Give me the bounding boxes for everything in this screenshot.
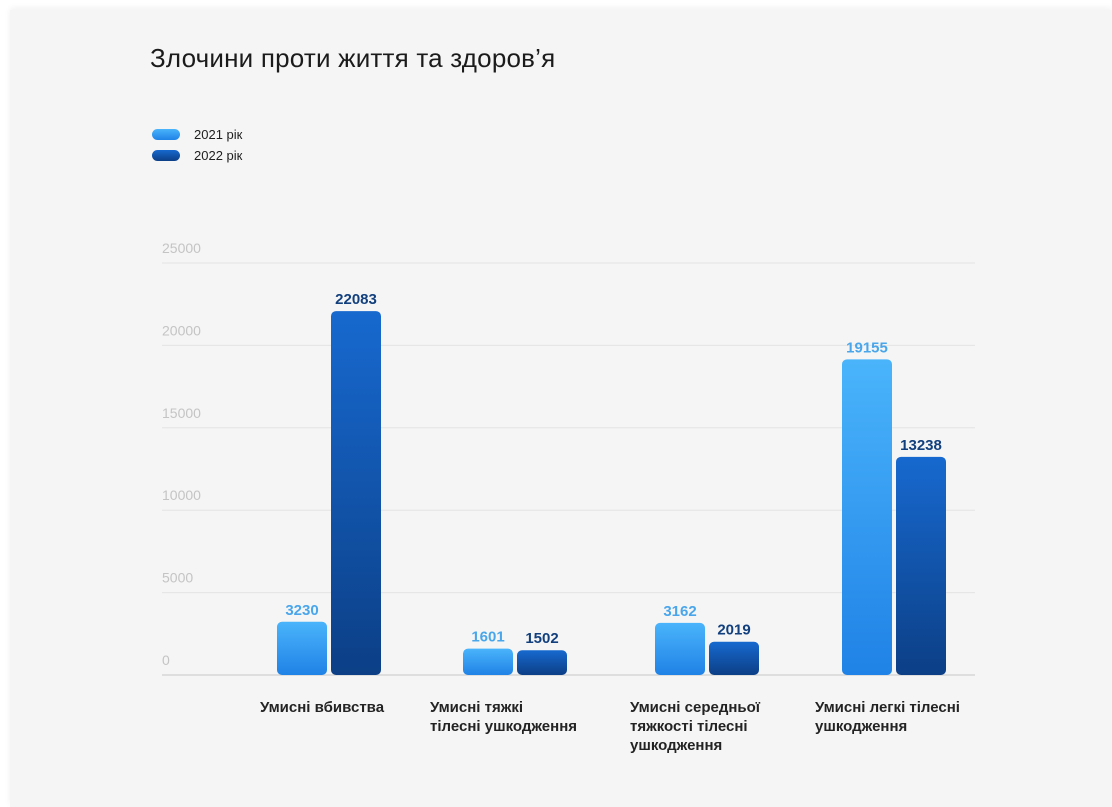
y-tick-label: 20000: [162, 322, 201, 338]
y-tick-label: 5000: [162, 570, 193, 586]
category-label-line: Умисні середньої: [630, 699, 761, 716]
category-label: Умисні середньої тяжкості тілесні ушкоджен…: [630, 698, 805, 755]
chart-title: Злочини проти життя та здоров’я: [150, 43, 556, 73]
category-label-line: ушкодження: [630, 737, 723, 754]
bar-2022: [709, 641, 759, 675]
data-label: 22083: [335, 291, 377, 308]
data-label: 1601: [471, 629, 504, 646]
category-label-line: Умисні тяжкі: [430, 699, 524, 716]
legend-label-2021: 2021 рік: [194, 127, 243, 142]
y-tick-label: 15000: [162, 405, 201, 421]
legend-item-2022: 2022 рік: [152, 145, 242, 166]
legend-swatch-2022: [152, 150, 180, 161]
category-label-line: ушкодження: [815, 718, 908, 735]
legend-label-2022: 2022 рік: [194, 148, 243, 163]
bar-2022: [517, 650, 567, 675]
legend: 2021 рік 2022 рік: [152, 124, 242, 166]
bars: [277, 311, 946, 675]
category-label-line: тілесні ушкодження: [430, 718, 578, 735]
data-label: 1502: [525, 630, 558, 647]
y-tick-label: 25000: [162, 240, 201, 256]
category-label: Умисні легкі тілесні ушкодження: [815, 698, 990, 736]
data-label: 2019: [717, 622, 750, 639]
data-label: 3162: [663, 603, 696, 620]
bar-2021: [655, 622, 705, 675]
bar-2021: [277, 621, 327, 675]
legend-item-2021: 2021 рік: [152, 124, 242, 145]
data-label: 3230: [285, 602, 318, 619]
legend-swatch-2021: [152, 129, 180, 140]
category-label: Умисні вбивства: [260, 698, 435, 717]
bar-2021: [463, 648, 513, 675]
bar-2022: [896, 456, 946, 675]
data-labels: 3230 1601 3162 19155 22083 1502 2019 13238: [285, 291, 942, 647]
data-label: 13238: [900, 437, 942, 454]
y-axis-ticks: 0 5000 10000 15000 20000 25000: [162, 240, 201, 668]
category-label-line: Умисні легкі тілесні: [815, 699, 960, 716]
bar-2021: [842, 359, 892, 675]
category-label-line: тяжкості тілесні: [630, 718, 748, 735]
category-label-line: Умисні вбивства: [260, 699, 385, 716]
category-label: Умисні тяжкі тілесні ушкодження: [430, 698, 605, 736]
data-label: 19155: [846, 339, 888, 356]
y-tick-label: 0: [162, 652, 170, 668]
y-tick-label: 10000: [162, 487, 201, 503]
bar-2022: [331, 311, 381, 675]
